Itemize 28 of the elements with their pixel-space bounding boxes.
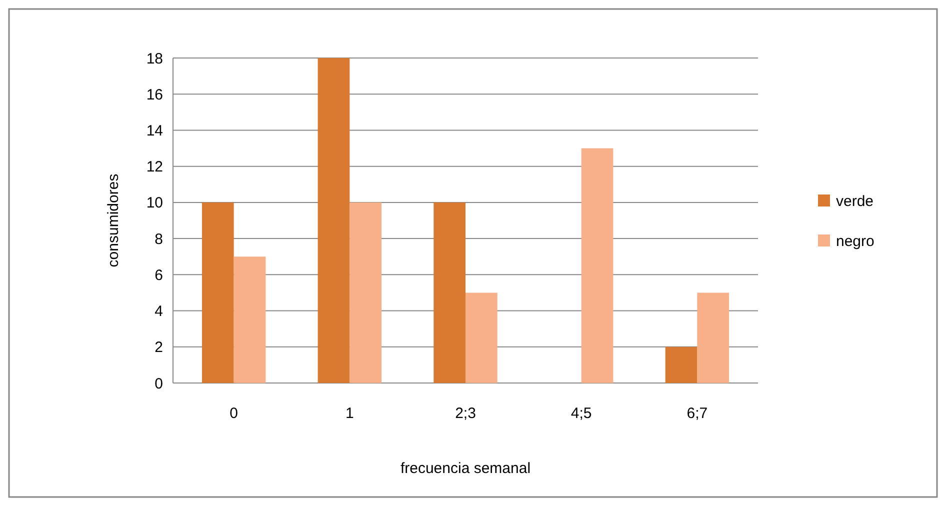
- y-tick-label: 16: [146, 86, 163, 104]
- bar: [665, 346, 698, 383]
- x-tick-label: 6;7: [686, 405, 708, 422]
- bar: [697, 292, 730, 383]
- y-tick-label: 14: [146, 122, 163, 140]
- x-tick-label: 1: [345, 405, 354, 422]
- y-tick-label: 10: [146, 194, 163, 212]
- y-tick-label: 6: [154, 266, 163, 284]
- legend-label: verde: [836, 192, 874, 210]
- y-tick-label: 12: [146, 158, 163, 176]
- x-axis-title: frecuencia semanal: [400, 460, 531, 477]
- y-tick-label: 2: [154, 339, 163, 356]
- y-tick-label: 18: [146, 50, 163, 68]
- x-tick-label: 2;3: [455, 405, 476, 422]
- y-tick-label: 0: [154, 375, 163, 392]
- y-tick-label: 8: [154, 230, 163, 248]
- bar: [434, 202, 466, 383]
- bar: [318, 58, 350, 383]
- x-tick-label: 4;5: [570, 405, 592, 422]
- bar: [466, 292, 498, 383]
- x-tick-label: 0: [230, 405, 238, 422]
- bar: [350, 202, 382, 383]
- bar: [581, 148, 614, 383]
- legend-label: negro: [836, 232, 874, 250]
- y-tick-label: 4: [154, 303, 163, 320]
- bar: [202, 202, 234, 383]
- bar: [234, 256, 266, 383]
- y-axis-title: consumidores: [105, 174, 122, 268]
